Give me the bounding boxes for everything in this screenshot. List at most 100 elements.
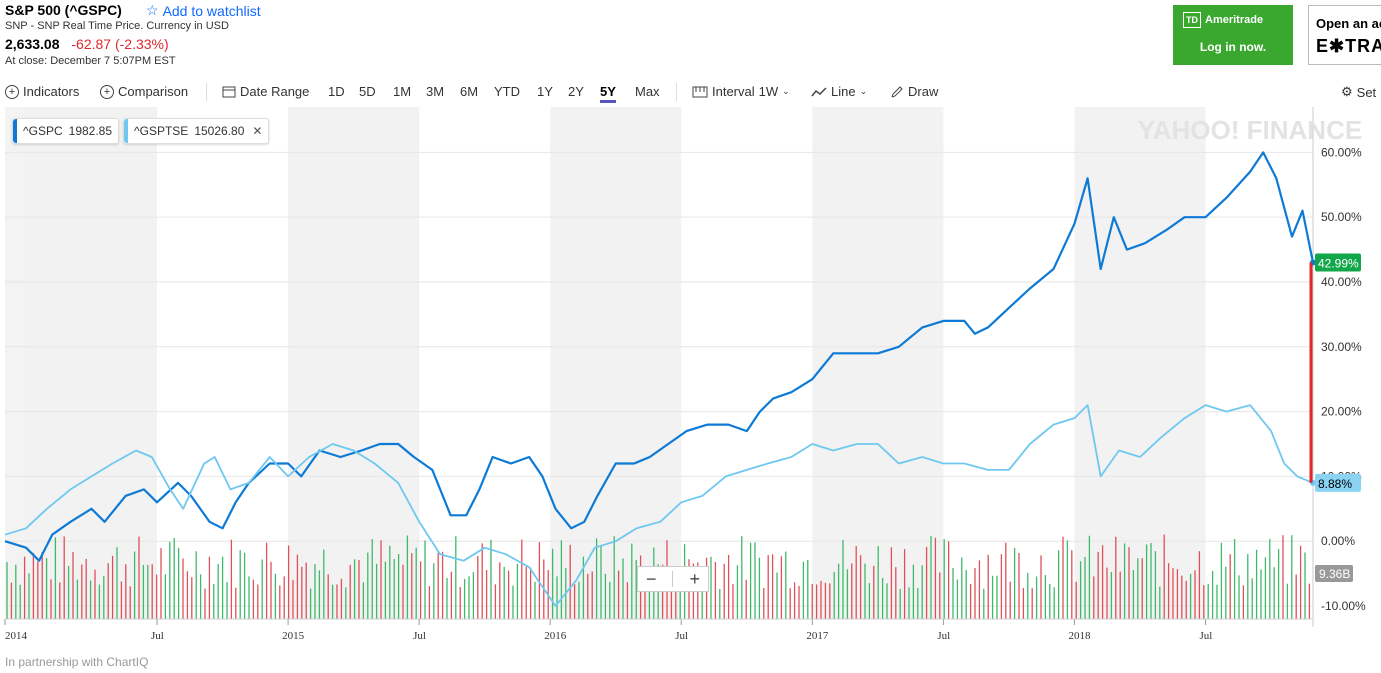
range-1m[interactable]: 1M <box>393 84 412 99</box>
range-ytd[interactable]: YTD <box>494 84 520 99</box>
settings-button[interactable]: ⚙ Set <box>1341 84 1376 100</box>
td-brand: TD Ameritrade <box>1183 12 1263 28</box>
y-tick-label: 40.00% <box>1321 275 1362 289</box>
range-3m[interactable]: 3M <box>426 84 445 99</box>
current-price: 2,633.08 <box>5 36 60 52</box>
gspc-value-badge: 42.99% <box>1318 257 1359 271</box>
plus-circle-icon: + <box>100 84 114 99</box>
star-icon: ☆ <box>146 2 159 18</box>
etrade-ad-text: Open an ac <box>1316 16 1381 31</box>
date-range-button[interactable]: Date Range <box>222 84 309 99</box>
toolbar-divider <box>206 83 207 101</box>
footer-credit: In partnership with ChartIQ <box>5 655 149 669</box>
x-tick-label: Jul <box>937 630 950 642</box>
x-tick-label: 2014 <box>5 630 28 642</box>
range-5y[interactable]: 5Y <box>600 84 616 103</box>
y-tick-label: 0.00% <box>1321 534 1355 548</box>
x-tick-label: 2016 <box>544 630 567 642</box>
chart-toolbar: + Indicators + Comparison Date Range 1D … <box>0 80 1381 106</box>
y-tick-label: 30.00% <box>1321 340 1362 354</box>
legend-symbol: ^GSPC <box>23 124 63 138</box>
series-color-swatch <box>13 119 17 143</box>
series-line-gsptse <box>4 404 1314 607</box>
volume-badge: 9.36B <box>1319 567 1350 581</box>
td-ameritrade-ad[interactable]: TD Ameritrade Log in now. <box>1173 5 1293 65</box>
etrade-ad[interactable]: Open an ac E✱TRA <box>1308 5 1381 65</box>
calendar-icon <box>222 86 236 98</box>
chart-background-band <box>288 107 420 619</box>
price-change: -62.87 (-2.33%) <box>71 36 169 52</box>
close-time: At close: December 7 5:07PM EST <box>5 55 176 67</box>
plus-circle-icon: + <box>5 84 19 99</box>
chart-type-label: Line <box>831 84 856 99</box>
quote-source: SNP - SNP Real Time Price. Currency in U… <box>5 20 229 32</box>
legend-value: 15026.80 <box>194 124 245 138</box>
gsptse-value-badge: 8.88% <box>1318 477 1352 491</box>
chart-background-band <box>25 107 158 619</box>
comparison-button[interactable]: + Comparison <box>100 84 188 99</box>
zoom-divider <box>672 571 674 587</box>
chart-background-band <box>1074 107 1206 619</box>
y-tick-label: -10.00% <box>1321 599 1366 613</box>
date-range-label: Date Range <box>240 84 310 99</box>
draw-label: Draw <box>908 84 939 99</box>
toolbar-divider <box>676 83 677 101</box>
watchlist-label: Add to watchlist <box>162 2 261 19</box>
indicators-button[interactable]: + Indicators <box>5 84 79 99</box>
chart-background-band <box>157 107 289 619</box>
pencil-icon <box>891 85 903 97</box>
legend-symbol: ^GSPTSE <box>134 124 189 138</box>
range-5d[interactable]: 5D <box>359 84 376 99</box>
comparison-label: Comparison <box>118 84 189 99</box>
gsptse-value-badge-bg <box>1315 473 1361 492</box>
add-to-watchlist-button[interactable]: ☆ Add to watchlist <box>146 2 261 19</box>
chart-background-band <box>419 107 551 619</box>
interval-dropdown[interactable]: Interval 1W ⌄ <box>692 84 790 99</box>
volume-badge-bg <box>1315 565 1353 582</box>
x-tick-label: Jul <box>675 630 688 642</box>
page-title: S&P 500 (^GSPC) <box>5 2 122 18</box>
chart-background-band <box>943 107 1075 619</box>
range-2y[interactable]: 2Y <box>568 84 584 99</box>
range-1y[interactable]: 1Y <box>537 84 553 99</box>
series-color-swatch <box>124 119 128 143</box>
draw-button[interactable]: Draw <box>890 84 938 99</box>
x-tick-label: Jul <box>151 630 164 642</box>
zoom-controls: − + <box>637 566 709 592</box>
gear-icon: ⚙ <box>1341 84 1353 99</box>
etrade-logo: E✱TRA <box>1316 36 1381 56</box>
price-chart[interactable]: 60.00%50.00%40.00%30.00%20.00%10.00%0.00… <box>0 107 1381 647</box>
td-brand-name: Ameritrade <box>1205 14 1264 26</box>
x-tick-label: 2015 <box>282 630 305 642</box>
zoom-in-button[interactable]: + <box>689 568 700 589</box>
td-logo-icon: TD <box>1183 12 1201 28</box>
indicators-label: Indicators <box>23 84 80 99</box>
x-tick-label: 2017 <box>806 630 829 642</box>
price-line: 2,633.08 -62.87 (-2.33%) <box>5 36 169 52</box>
y-tick-label: 50.00% <box>1321 210 1362 224</box>
legend-gsptse[interactable]: ^GSPTSE 15026.80 ✕ <box>123 118 269 144</box>
chart-background-band <box>681 107 813 619</box>
chevron-down-icon: ⌄ <box>782 86 790 96</box>
chart-type-dropdown[interactable]: Line ⌄ <box>811 84 867 99</box>
yahoo-finance-watermark: YAHOO! FINANCE <box>1138 115 1362 145</box>
gspc-value-badge-bg <box>1315 253 1361 272</box>
legend-value: 1982.85 <box>68 124 113 138</box>
zoom-out-button[interactable]: − <box>645 568 657 589</box>
chart-background-band <box>1205 107 1313 619</box>
range-max[interactable]: Max <box>635 84 660 99</box>
y-tick-label: 20.00% <box>1321 405 1362 419</box>
legend-gspc[interactable]: ^GSPC 1982.85 <box>12 118 119 144</box>
chart-background-band <box>550 107 682 619</box>
range-1d[interactable]: 1D <box>328 84 345 99</box>
chart-background-band <box>812 107 944 619</box>
interval-label: Interval <box>712 84 755 99</box>
line-chart-icon <box>811 86 827 96</box>
x-tick-label: Jul <box>413 630 426 642</box>
td-login-link[interactable]: Log in now. <box>1199 40 1267 54</box>
series-line-gspc <box>4 151 1315 562</box>
y-tick-label: 60.00% <box>1321 145 1362 159</box>
range-6m[interactable]: 6M <box>460 84 479 99</box>
interval-icon <box>692 86 708 97</box>
remove-comparison-icon[interactable]: ✕ <box>252 124 263 138</box>
